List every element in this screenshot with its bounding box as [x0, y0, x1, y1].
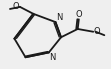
Text: N: N	[56, 13, 62, 22]
Text: N: N	[49, 53, 56, 62]
Text: O: O	[12, 2, 19, 11]
Text: O: O	[75, 10, 82, 19]
Text: O: O	[94, 27, 100, 36]
